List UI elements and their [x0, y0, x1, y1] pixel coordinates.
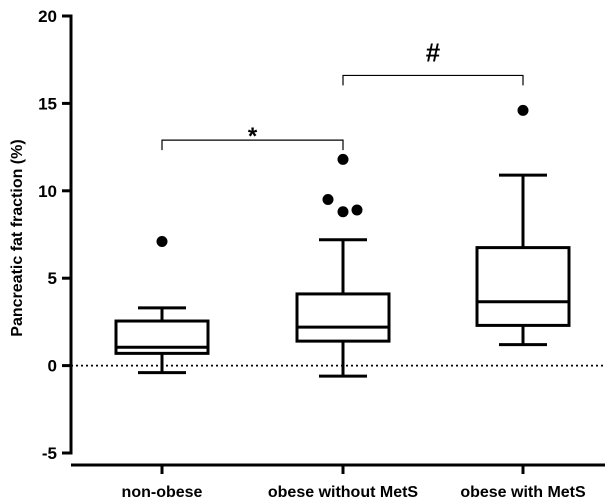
outlier-point	[351, 204, 363, 216]
significance-label: *	[248, 123, 258, 150]
outlier-point	[517, 104, 529, 116]
y-tick-label: 10	[38, 182, 57, 201]
significance-bracket: *	[161, 123, 344, 151]
y-tick-label: 15	[38, 94, 57, 113]
box-3	[475, 173, 571, 347]
plot-marks: *#	[71, 37, 605, 378]
outlier-point	[322, 194, 334, 206]
box-2	[295, 238, 391, 378]
outlier-point	[337, 153, 349, 165]
y-tick-label: 0	[48, 357, 57, 376]
iqr-box	[475, 246, 571, 327]
box-1	[114, 306, 210, 375]
x-tick-label: obese without MetS	[268, 484, 419, 501]
significance-label: #	[426, 37, 441, 67]
x-tick-label: non-obese	[122, 484, 203, 501]
bracket-line	[342, 74, 524, 86]
y-tick-label: 20	[38, 7, 57, 26]
x-tick-label: obese with MetS	[460, 484, 586, 501]
iqr-box	[295, 292, 391, 343]
y-axis-title: Pancreatic fat fraction (%)	[9, 139, 26, 336]
y-tick-label: 5	[48, 269, 57, 288]
significance-bracket: #	[342, 37, 524, 86]
outlier-point	[156, 235, 168, 247]
bracket-line	[161, 139, 344, 151]
outlier-point	[337, 206, 349, 218]
y-tick-label: -5	[42, 444, 57, 463]
axes: -5 0 5 10 15 20 non-obese obese without MetS obe…	[38, 7, 605, 501]
